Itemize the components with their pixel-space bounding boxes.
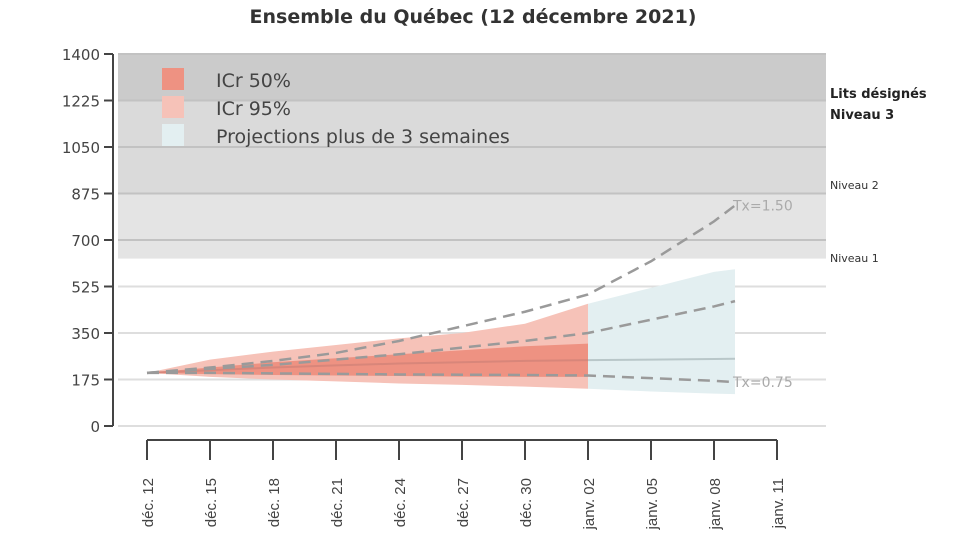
x-tick-label: janv. 05 xyxy=(644,478,661,530)
scenario-line xyxy=(146,204,736,375)
x-tick-label: déc. 12 xyxy=(140,478,157,527)
scenario-line xyxy=(146,299,736,375)
level-label: Niveau 3 xyxy=(830,108,894,123)
y-tick-label: 875 xyxy=(71,186,100,204)
y-tick-label: 175 xyxy=(71,372,100,390)
y-tick-label: 0 xyxy=(90,418,100,436)
legend-swatch xyxy=(162,68,184,90)
scenario-line xyxy=(147,371,736,384)
y-tick-label: 1400 xyxy=(62,46,100,64)
capacity-band xyxy=(118,54,826,101)
x-tick-label: janv. 02 xyxy=(581,478,598,530)
lits-label: Lits désignés xyxy=(830,87,927,102)
legend-label: Projections plus de 3 semaines xyxy=(216,126,510,148)
projection-median-line xyxy=(587,357,736,362)
legend-swatch xyxy=(162,96,184,118)
chart-title: Ensemble du Québec (12 décembre 2021) xyxy=(249,6,697,28)
median-line xyxy=(146,359,589,374)
y-tick-label: 700 xyxy=(71,232,100,250)
x-tick-label: janv. 11 xyxy=(770,478,787,529)
scenario-label: Tx=0.75 xyxy=(732,375,793,391)
x-tick-label: déc. 15 xyxy=(203,478,220,527)
x-tick-label: déc. 27 xyxy=(455,478,472,527)
scenario-label: Tx=1.50 xyxy=(732,198,793,214)
y-tick-label: 1050 xyxy=(62,139,100,157)
x-tick-label: déc. 21 xyxy=(329,478,346,527)
y-tick-label: 1225 xyxy=(62,93,100,111)
level-label: Niveau 2 xyxy=(830,179,879,192)
x-tick-label: janv. 08 xyxy=(707,478,724,530)
x-tick-label: déc. 24 xyxy=(392,478,409,527)
legend-label: ICr 95% xyxy=(216,98,291,120)
y-tick-label: 350 xyxy=(71,325,100,343)
y-tick-label: 525 xyxy=(71,279,100,297)
legend-label: ICr 50% xyxy=(216,70,291,92)
x-tick-label: déc. 30 xyxy=(518,478,535,527)
level-label: Niveau 1 xyxy=(830,252,879,265)
legend-swatch xyxy=(162,124,184,146)
projection-area xyxy=(588,269,735,395)
x-tick-label: déc. 18 xyxy=(266,478,283,527)
capacity-band xyxy=(118,193,826,259)
